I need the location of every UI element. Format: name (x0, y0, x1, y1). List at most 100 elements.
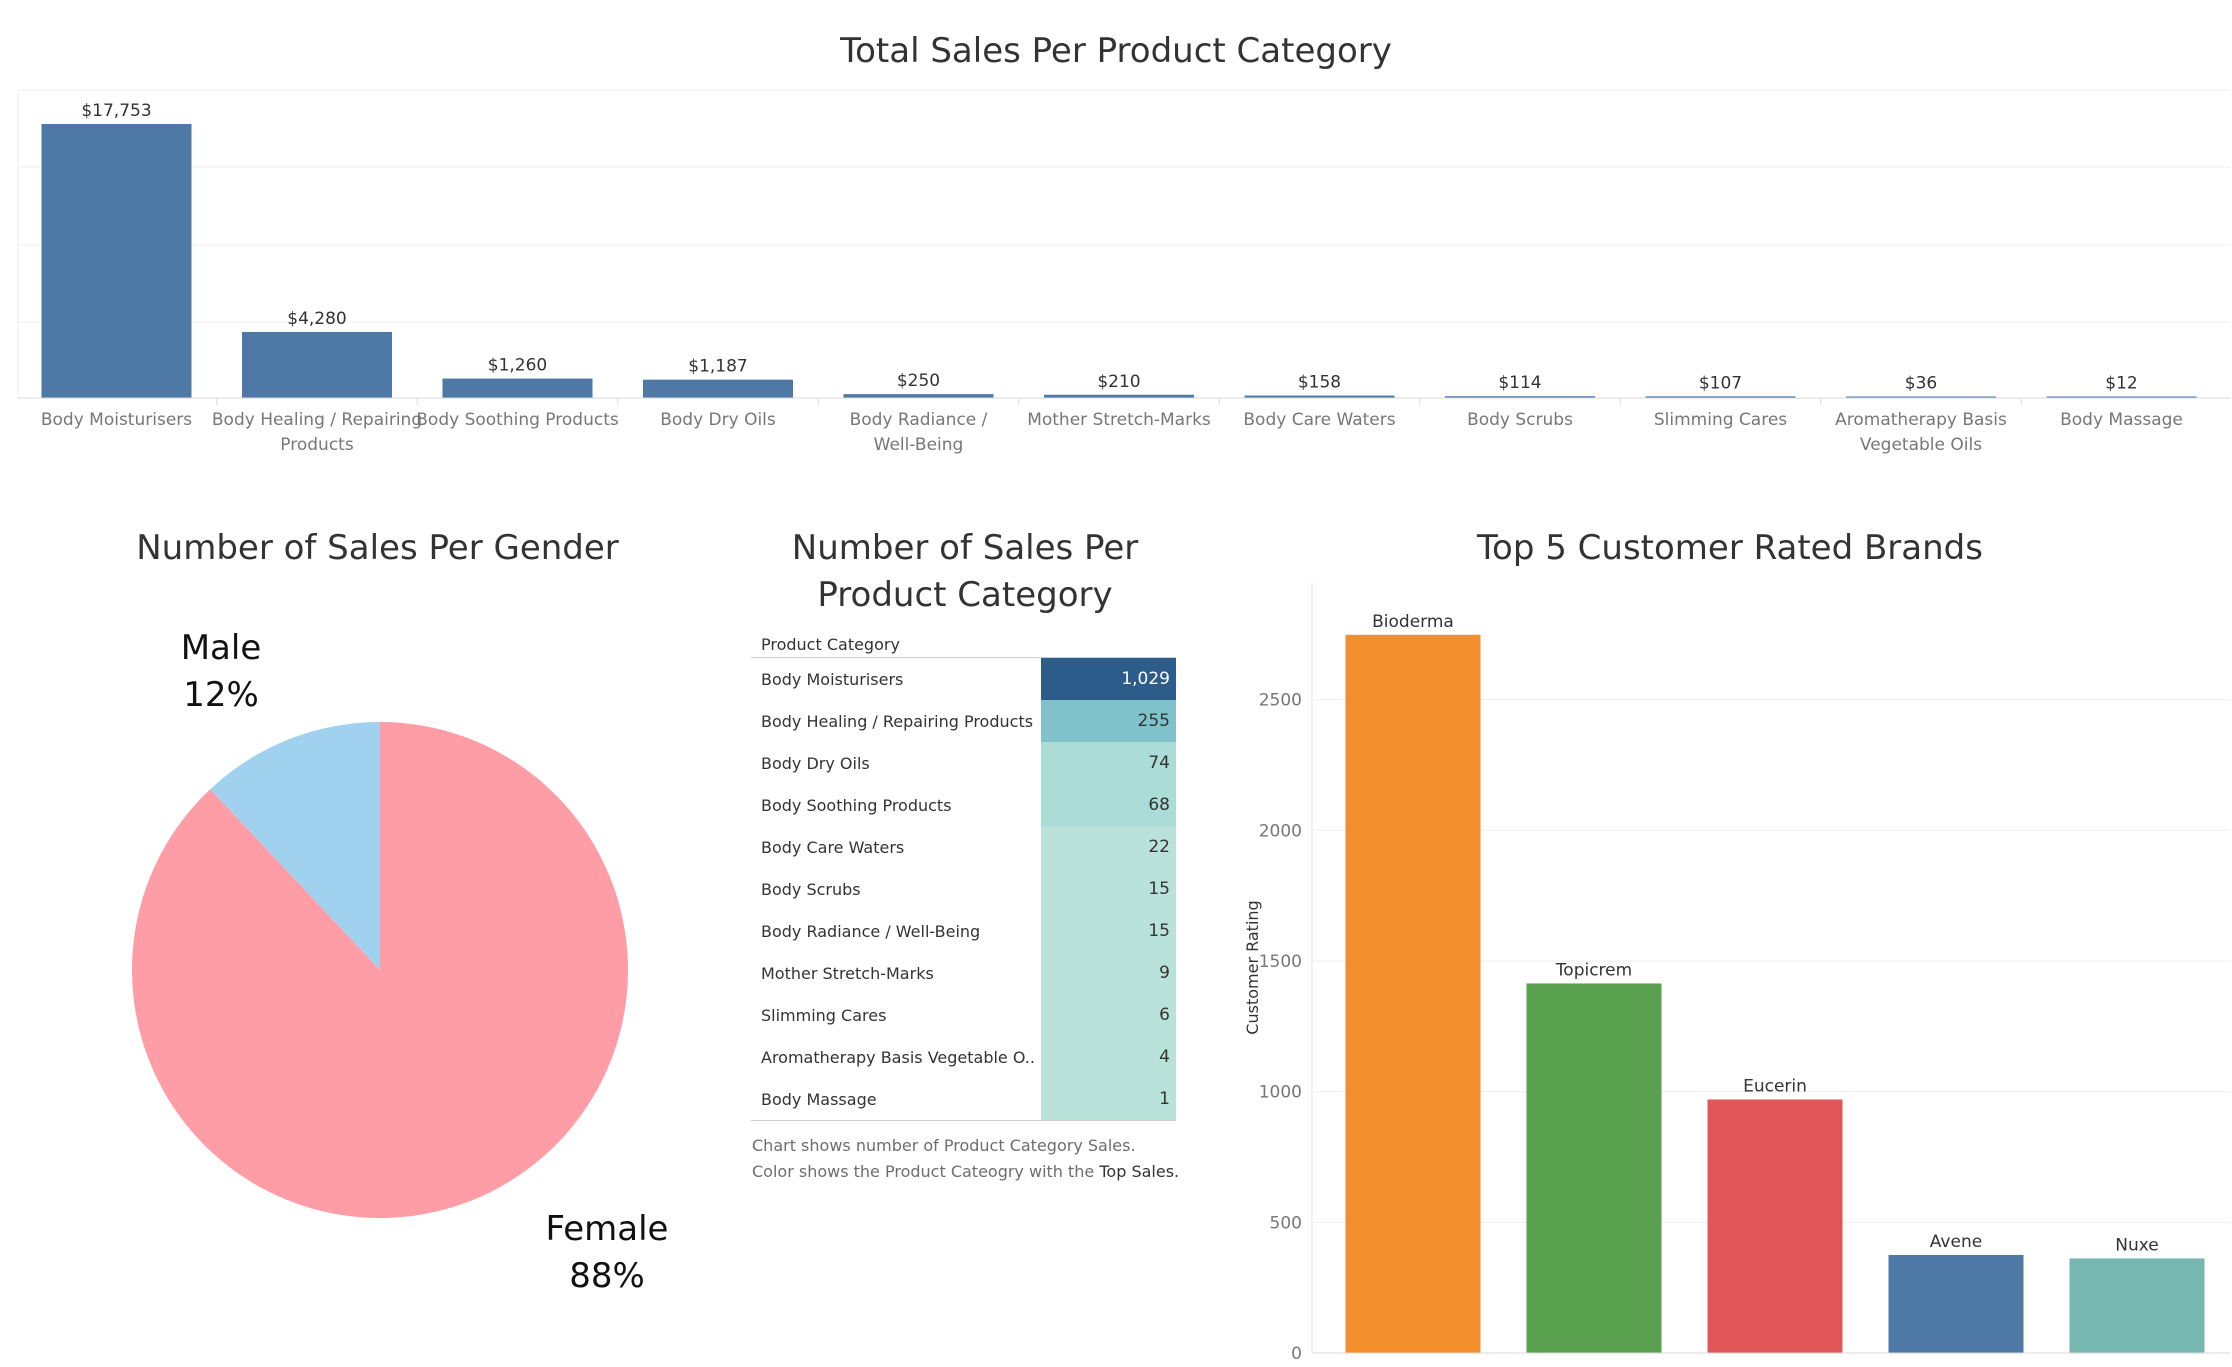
table-row: Body Soothing Products 68 (751, 784, 1176, 826)
table-row-label: Slimming Cares (761, 1005, 887, 1025)
brand-bar (1526, 983, 1662, 1353)
sales-bar (843, 394, 994, 398)
gender-pie-chart: Male 12% Female 88% (131, 628, 668, 1296)
table-row-value: 15 (1041, 910, 1176, 952)
brands-bar-chart: 0 500 1000 1500 2000 2500 Customer Rating Biode… (1243, 582, 2230, 1364)
sales-category-label: Well-Being (874, 435, 964, 455)
caption-text: Chart shows number of Product Category S… (752, 1136, 1136, 1181)
table-row: Body Healing / Repairing Products 255 (751, 700, 1176, 742)
table-body: Body Moisturisers 1,029 Body Healing / Rep… (751, 658, 1176, 1120)
table-row-label: Body Scrubs (761, 879, 861, 899)
sales-value-label: $250 (897, 371, 940, 391)
sales-value-label: $4,280 (287, 309, 346, 329)
sales-value-label: $210 (1097, 372, 1140, 392)
sales-bar (643, 379, 793, 398)
table-row-value: 1 (1041, 1078, 1176, 1120)
y-tick-label: 2500 (1259, 691, 1302, 711)
sales-bar (242, 331, 392, 398)
count-table-title-line2: Product Category (817, 575, 1113, 615)
brand-label: Bioderma (1372, 612, 1454, 632)
table-row: Body Radiance / Well-Being 15 (751, 910, 1176, 952)
brand-label: Avene (1930, 1232, 1982, 1252)
sales-chart-title: Total Sales Per Product Category (840, 31, 1392, 71)
gender-chart-title: Number of Sales Per Gender (136, 528, 619, 568)
brand-bar (2069, 1258, 2205, 1353)
table-row-label: Mother Stretch-Marks (761, 963, 934, 983)
sales-category-label: Aromatherapy Basis (1835, 410, 2007, 430)
sales-bar (2046, 396, 2197, 398)
pie-pct-female: 88% (569, 1256, 645, 1296)
table-row-value: 255 (1041, 700, 1176, 742)
table-row-value: 74 (1041, 742, 1176, 784)
table-header: Product Category (751, 633, 1176, 658)
table-row-value: 15 (1041, 868, 1176, 910)
sales-category-label: Body Radiance / (850, 410, 988, 430)
brand-label: Topicrem (1555, 960, 1632, 980)
table-row: Slimming Cares 6 (751, 994, 1176, 1036)
brand-bar (1888, 1254, 2024, 1353)
table-row-label: Body Moisturisers (761, 669, 904, 689)
table-row: Body Scrubs 15 (751, 868, 1176, 910)
sales-value-label: $12 (2105, 374, 2137, 394)
y-tick-label: 1000 (1259, 1083, 1302, 1103)
sales-bar (1244, 395, 1395, 398)
sales-category-label: Body Massage (2060, 410, 2183, 430)
table-row-value: 9 (1041, 952, 1176, 994)
count-table-title: Number of Sales Per Product Category (760, 525, 1170, 619)
sales-category-label: Body Scrubs (1467, 410, 1573, 430)
table-row: Body Care Waters 22 (751, 826, 1176, 868)
table-row-label: Body Soothing Products (761, 795, 952, 815)
table-row-label: Aromatherapy Basis Vegetable O.. (761, 1047, 1035, 1067)
brand-label: Eucerin (1743, 1076, 1807, 1096)
y-axis-label: Customer Rating (1243, 900, 1262, 1034)
pie-slice-female (131, 722, 628, 1218)
pie-pct-male: 12% (183, 675, 259, 715)
sales-value-label: $158 (1298, 373, 1341, 393)
sales-category-label: Body Healing / Repairing (212, 410, 422, 430)
table-row-label: Body Dry Oils (761, 753, 870, 773)
table-row-label: Body Massage (761, 1089, 877, 1109)
table-row: Body Massage 1 (751, 1078, 1176, 1120)
sales-category-label: Mother Stretch-Marks (1027, 410, 1211, 430)
table-row: Body Moisturisers 1,029 (751, 658, 1176, 700)
sales-category-label: Products (280, 435, 354, 455)
brand-label: Nuxe (2115, 1235, 2159, 1255)
table-row-value: 68 (1041, 784, 1176, 826)
sales-bar (41, 124, 192, 398)
sales-value-label: $1,187 (688, 357, 747, 377)
count-table-title-line1: Number of Sales Per (791, 528, 1139, 568)
sales-value-label: $107 (1699, 373, 1742, 393)
pie-label-male: Male (181, 628, 262, 668)
sales-bar (1645, 396, 1796, 398)
table-row-label: Body Healing / Repairing Products (761, 711, 1034, 731)
sales-value-label: $36 (1905, 374, 1937, 394)
table-row-value: 22 (1041, 826, 1176, 868)
y-tick-label: 500 (1270, 1213, 1302, 1233)
y-tick-label: 2000 (1259, 821, 1302, 841)
brand-bar (1345, 634, 1481, 1353)
table-row: Mother Stretch-Marks 9 (751, 952, 1176, 994)
sales-value-label: $17,753 (81, 101, 151, 121)
table-caption: Chart shows number of Product Category S… (752, 1133, 1182, 1185)
sales-category-label: Slimming Cares (1654, 410, 1787, 430)
brands-chart-title: Top 5 Customer Rated Brands (1477, 528, 1983, 568)
caption-bold: Top Sales. (1099, 1162, 1180, 1181)
sales-bar-chart: $17,753 Body Moisturisers $4,280 Body Heali… (17, 89, 2230, 455)
sales-value-label: $1,260 (488, 356, 547, 376)
y-tick-label: 0 (1291, 1344, 1302, 1364)
category-count-table: Product Category Body Moisturisers 1,029 B… (751, 633, 1176, 1121)
sales-category-label: Vegetable Oils (1860, 435, 1982, 455)
sales-bar (1044, 394, 1194, 398)
brand-bar (1707, 1099, 1843, 1353)
sales-category-label: Body Soothing Products (416, 410, 619, 430)
table-row-value: 4 (1041, 1036, 1176, 1078)
table-row-value: 6 (1041, 994, 1176, 1036)
sales-category-label: Body Dry Oils (660, 410, 776, 430)
table-bottom-rule (751, 1120, 1176, 1121)
table-row-label: Body Care Waters (761, 837, 905, 857)
table-row: Body Dry Oils 74 (751, 742, 1176, 784)
sales-bar (442, 378, 593, 398)
sales-bar (1846, 396, 1996, 398)
sales-category-label: Body Care Waters (1243, 410, 1395, 430)
pie-slice-male (210, 722, 380, 970)
